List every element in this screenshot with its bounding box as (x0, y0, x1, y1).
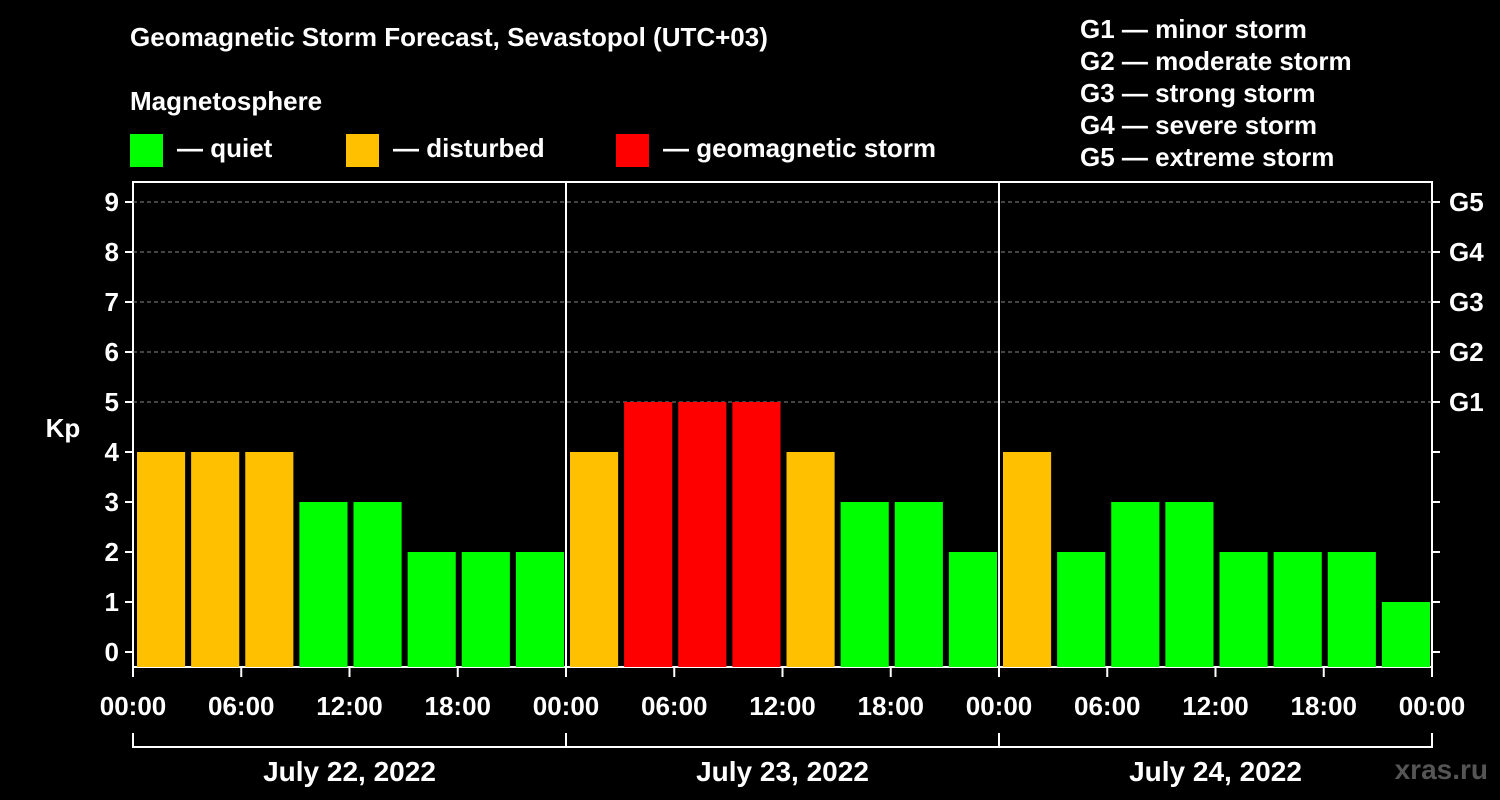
kp-bar (1327, 552, 1376, 667)
legend-item-storm: — geomagnetic storm (616, 133, 936, 167)
x-tick-label: 00:00 (533, 691, 600, 721)
x-tick-label: 00:00 (1399, 691, 1466, 721)
x-tick-label: 00:00 (100, 691, 167, 721)
legend-label-storm: — geomagnetic storm (663, 132, 937, 163)
y-tick-label: 4 (105, 437, 120, 467)
kp-bar (1111, 502, 1160, 667)
kp-bar (732, 402, 781, 667)
x-tick-label: 12:00 (1182, 691, 1249, 721)
kp-bar (948, 552, 997, 667)
y-tick-label: 3 (105, 487, 119, 517)
y-tick-label: 7 (105, 287, 119, 317)
day-label: July 23, 2022 (696, 756, 869, 787)
x-tick-label: 00:00 (966, 691, 1033, 721)
kp-bar (786, 452, 835, 667)
y-tick-label: 1 (105, 587, 119, 617)
storm-scale-g1: G1 — minor storm (1080, 14, 1307, 44)
kp-bar (678, 402, 727, 667)
y-tick-label: 2 (105, 537, 119, 567)
watermark: xras.ru (1394, 754, 1488, 785)
x-tick-label: 12:00 (316, 691, 383, 721)
x-tick-label: 06:00 (641, 691, 708, 721)
legend-label-disturbed: — disturbed (393, 132, 545, 163)
right-axis-label: G5 (1449, 187, 1484, 217)
legend-item-quiet: — quiet (130, 133, 272, 167)
storm-scale-g2: G2 — moderate storm (1080, 46, 1352, 76)
chart-subtitle: Magnetosphere (130, 86, 323, 116)
x-tick-label: 18:00 (1291, 691, 1358, 721)
right-axis-label: G4 (1449, 237, 1484, 267)
right-axis-label: G1 (1449, 387, 1484, 417)
kp-bar (1381, 602, 1430, 667)
storm-scale-g4: G4 — severe storm (1080, 110, 1318, 140)
x-tick-label: 18:00 (858, 691, 925, 721)
legend-swatch-disturbed (346, 133, 379, 167)
legend-swatch-storm (616, 133, 649, 167)
kp-bar (1273, 552, 1322, 667)
y-tick-label: 9 (105, 187, 119, 217)
storm-scale-g3: G3 — strong storm (1080, 78, 1316, 108)
storm-scale-g5: G5 — extreme storm (1080, 142, 1335, 172)
kp-bar (1219, 552, 1268, 667)
kp-bar (840, 502, 889, 667)
kp-bar (137, 452, 186, 667)
right-axis-label: G3 (1449, 287, 1484, 317)
kp-bar (461, 552, 510, 667)
y-tick-label: 6 (105, 337, 119, 367)
kp-bar (1057, 552, 1106, 667)
legend-item-disturbed: — disturbed (346, 133, 545, 167)
x-tick-label: 06:00 (208, 691, 275, 721)
y-axis-label: Kp (46, 413, 81, 443)
right-axis-label: G2 (1449, 337, 1484, 367)
x-tick-label: 18:00 (425, 691, 492, 721)
legend-swatch-quiet (130, 133, 163, 167)
kp-bar (624, 402, 673, 667)
kp-bar (299, 502, 348, 667)
day-label: July 24, 2022 (1129, 756, 1302, 787)
storm-scale-legend: G1 — minor storm G2 — moderate storm G3 … (1080, 14, 1352, 174)
kp-bar (1003, 452, 1052, 667)
kp-bar (353, 502, 402, 667)
chart-title: Geomagnetic Storm Forecast, Sevastopol (… (130, 22, 768, 52)
kp-bar (407, 552, 456, 667)
x-tick-label: 12:00 (749, 691, 816, 721)
kp-bar (515, 552, 564, 667)
day-label: July 22, 2022 (263, 756, 436, 787)
kp-bar (570, 452, 619, 667)
y-tick-label: 8 (105, 237, 119, 267)
kp-bar (245, 452, 294, 667)
y-tick-label: 5 (105, 387, 119, 417)
legend-label-quiet: — quiet (177, 132, 273, 163)
kp-bar (191, 452, 240, 667)
y-tick-label: 0 (105, 637, 119, 667)
x-tick-label: 06:00 (1074, 691, 1141, 721)
kp-bar (1165, 502, 1214, 667)
kp-bar (894, 502, 943, 667)
